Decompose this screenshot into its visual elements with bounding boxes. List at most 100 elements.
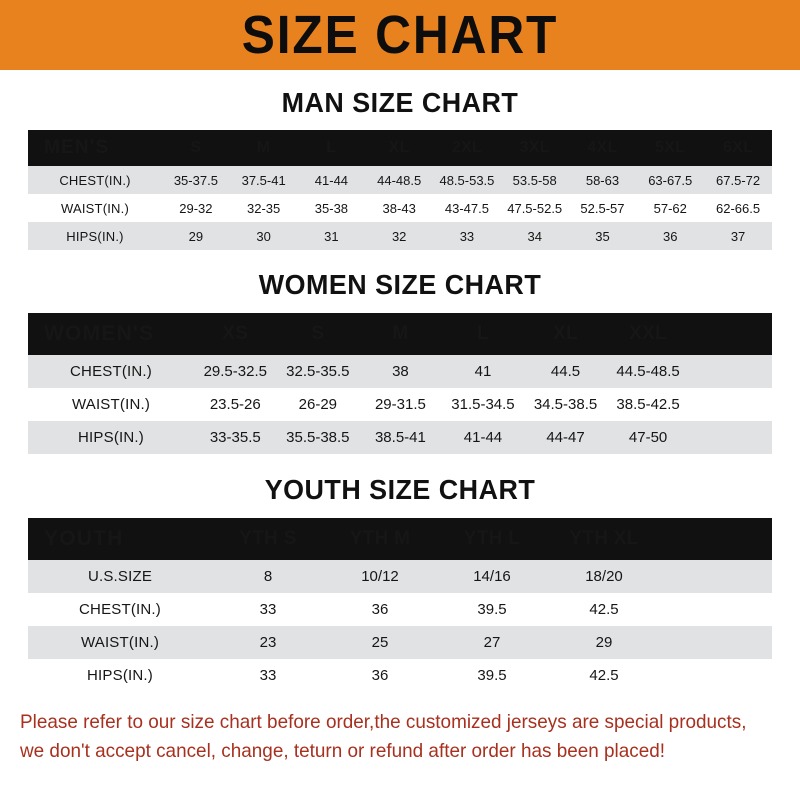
measurement-filler — [689, 355, 772, 388]
size-column-header: YTH L — [436, 518, 548, 560]
table-header-label: YOUTH — [28, 518, 212, 560]
measurement-value: 52.5-57 — [568, 194, 637, 222]
measurement-value: 35-37.5 — [162, 166, 230, 194]
table-header-label: WOMEN'S — [28, 313, 194, 355]
size-column-header: 2XL — [433, 130, 501, 166]
table-header-row: WOMEN'S XS S M L XL XXL — [28, 313, 772, 355]
size-column-header: 5XL — [636, 130, 705, 166]
measurement-value: 39.5 — [436, 593, 548, 626]
size-column-header: YTH XL — [548, 518, 660, 560]
table-row: CHEST(IN.) 35-37.5 37.5-41 41-44 44-48.5 48.5… — [28, 166, 772, 194]
measurement-value: 31.5-34.5 — [441, 388, 525, 421]
measurement-value: 32-35 — [229, 194, 298, 222]
size-column-header: XXL — [606, 313, 690, 355]
table-header-label: MEN'S — [28, 130, 162, 166]
measurement-filler — [660, 659, 772, 692]
table-row: HIPS(IN.) 33-35.5 35.5-38.5 38.5-41 41-44 44-… — [28, 421, 772, 454]
measurement-label: CHEST(IN.) — [28, 166, 162, 194]
measurement-filler — [689, 421, 772, 454]
measurement-value: 36 — [324, 659, 436, 692]
size-column-header: M — [229, 130, 298, 166]
size-column-header: YTH S — [212, 518, 324, 560]
measurement-value: 44-47 — [524, 421, 607, 454]
measurement-value: 34.5-38.5 — [524, 388, 607, 421]
measurement-value: 32 — [365, 222, 434, 250]
measurement-value: 67.5-72 — [704, 166, 772, 194]
size-column-header: S — [162, 130, 230, 166]
measurement-value: 41-44 — [297, 166, 366, 194]
footer-line-2: we don't accept cancel, change, teturn o… — [20, 740, 666, 762]
size-column-header: L — [441, 313, 525, 355]
measurement-value: 14/16 — [436, 560, 548, 593]
table-row: U.S.SIZE 8 10/12 14/16 18/20 — [28, 560, 772, 593]
measurement-value: 44-48.5 — [365, 166, 434, 194]
size-column-header: XS — [194, 313, 277, 355]
measurement-value: 43-47.5 — [433, 194, 501, 222]
table-row: WAIST(IN.) 29-32 32-35 35-38 38-43 43-47.5 47.… — [28, 194, 772, 222]
measurement-value: 37 — [704, 222, 772, 250]
size-column-header: M — [359, 313, 442, 355]
measurement-value: 23 — [212, 626, 324, 659]
measurement-value: 27 — [436, 626, 548, 659]
measurement-label: HIPS(IN.) — [28, 222, 162, 250]
measurement-value: 29-31.5 — [359, 388, 442, 421]
table-header-filler — [660, 518, 772, 560]
women-table-wrap: WOMEN'S XS S M L XL XXL CHEST(IN.) 29.5-32.5 32.… — [28, 313, 772, 454]
table-header-row: MEN'S S M L XL 2XL 3XL 4XL 5XL 6XL — [28, 130, 772, 166]
size-column-header: XL — [365, 130, 434, 166]
measurement-value: 41 — [441, 355, 525, 388]
footer-disclaimer: Please refer to our size chart before or… — [20, 692, 757, 766]
measurement-value: 35.5-38.5 — [276, 421, 360, 454]
measurement-value: 29-32 — [162, 194, 230, 222]
measurement-value: 33-35.5 — [194, 421, 277, 454]
section-title-man: MAN SIZE CHART — [281, 87, 519, 118]
measurement-value: 42.5 — [548, 659, 660, 692]
page-banner: SIZE CHART — [0, 0, 800, 70]
measurement-value: 23.5-26 — [194, 388, 277, 421]
size-column-header: YTH M — [324, 518, 436, 560]
measurement-value: 53.5-58 — [500, 166, 569, 194]
footer-line-1: Please refer to our size chart before or… — [20, 711, 747, 733]
measurement-value: 44.5 — [524, 355, 607, 388]
measurement-value: 32.5-35.5 — [276, 355, 360, 388]
size-column-header: 3XL — [500, 130, 569, 166]
measurement-filler — [660, 560, 772, 593]
measurement-label: HIPS(IN.) — [28, 421, 194, 454]
measurement-label: U.S.SIZE — [28, 560, 212, 593]
measurement-filler — [689, 388, 772, 421]
measurement-value: 44.5-48.5 — [606, 355, 690, 388]
women-size-table: WOMEN'S XS S M L XL XXL CHEST(IN.) 29.5-32.5 32.… — [28, 313, 772, 454]
measurement-value: 38.5-41 — [359, 421, 442, 454]
table-row: CHEST(IN.) 33 36 39.5 42.5 — [28, 593, 772, 626]
measurement-value: 29 — [162, 222, 230, 250]
measurement-value: 36 — [636, 222, 705, 250]
measurement-value: 8 — [212, 560, 324, 593]
measurement-value: 37.5-41 — [229, 166, 298, 194]
measurement-value: 29.5-32.5 — [194, 355, 277, 388]
table-header-filler — [689, 313, 772, 355]
measurement-value: 42.5 — [548, 593, 660, 626]
measurement-value: 38.5-42.5 — [606, 388, 690, 421]
measurement-value: 63-67.5 — [636, 166, 705, 194]
measurement-value: 62-66.5 — [704, 194, 772, 222]
table-row: WAIST(IN.) 23 25 27 29 — [28, 626, 772, 659]
measurement-value: 58-63 — [568, 166, 637, 194]
measurement-value: 38 — [359, 355, 442, 388]
table-row: WAIST(IN.) 23.5-26 26-29 29-31.5 31.5-34.5 34… — [28, 388, 772, 421]
section-title-women: WOMEN SIZE CHART — [258, 269, 542, 300]
table-row: CHEST(IN.) 29.5-32.5 32.5-35.5 38 41 44.5 44.5… — [28, 355, 772, 388]
youth-table-wrap: YOUTH YTH S YTH M YTH L YTH XL U.S.SIZE 8 10/1… — [28, 518, 772, 692]
measurement-value: 31 — [297, 222, 366, 250]
size-column-header: 6XL — [704, 130, 772, 166]
table-header-row: YOUTH YTH S YTH M YTH L YTH XL — [28, 518, 772, 560]
measurement-label: WAIST(IN.) — [28, 194, 162, 222]
measurement-label: WAIST(IN.) — [28, 626, 212, 659]
measurement-value: 38-43 — [365, 194, 434, 222]
measurement-filler — [660, 593, 772, 626]
measurement-value: 36 — [324, 593, 436, 626]
measurement-value: 26-29 — [276, 388, 360, 421]
measurement-label: WAIST(IN.) — [28, 388, 194, 421]
man-table-wrap: MEN'S S M L XL 2XL 3XL 4XL 5XL 6XL CHEST(IN.) 35-37… — [28, 130, 772, 250]
table-row: HIPS(IN.) 29 30 31 32 33 34 35 36 37 — [28, 222, 772, 250]
